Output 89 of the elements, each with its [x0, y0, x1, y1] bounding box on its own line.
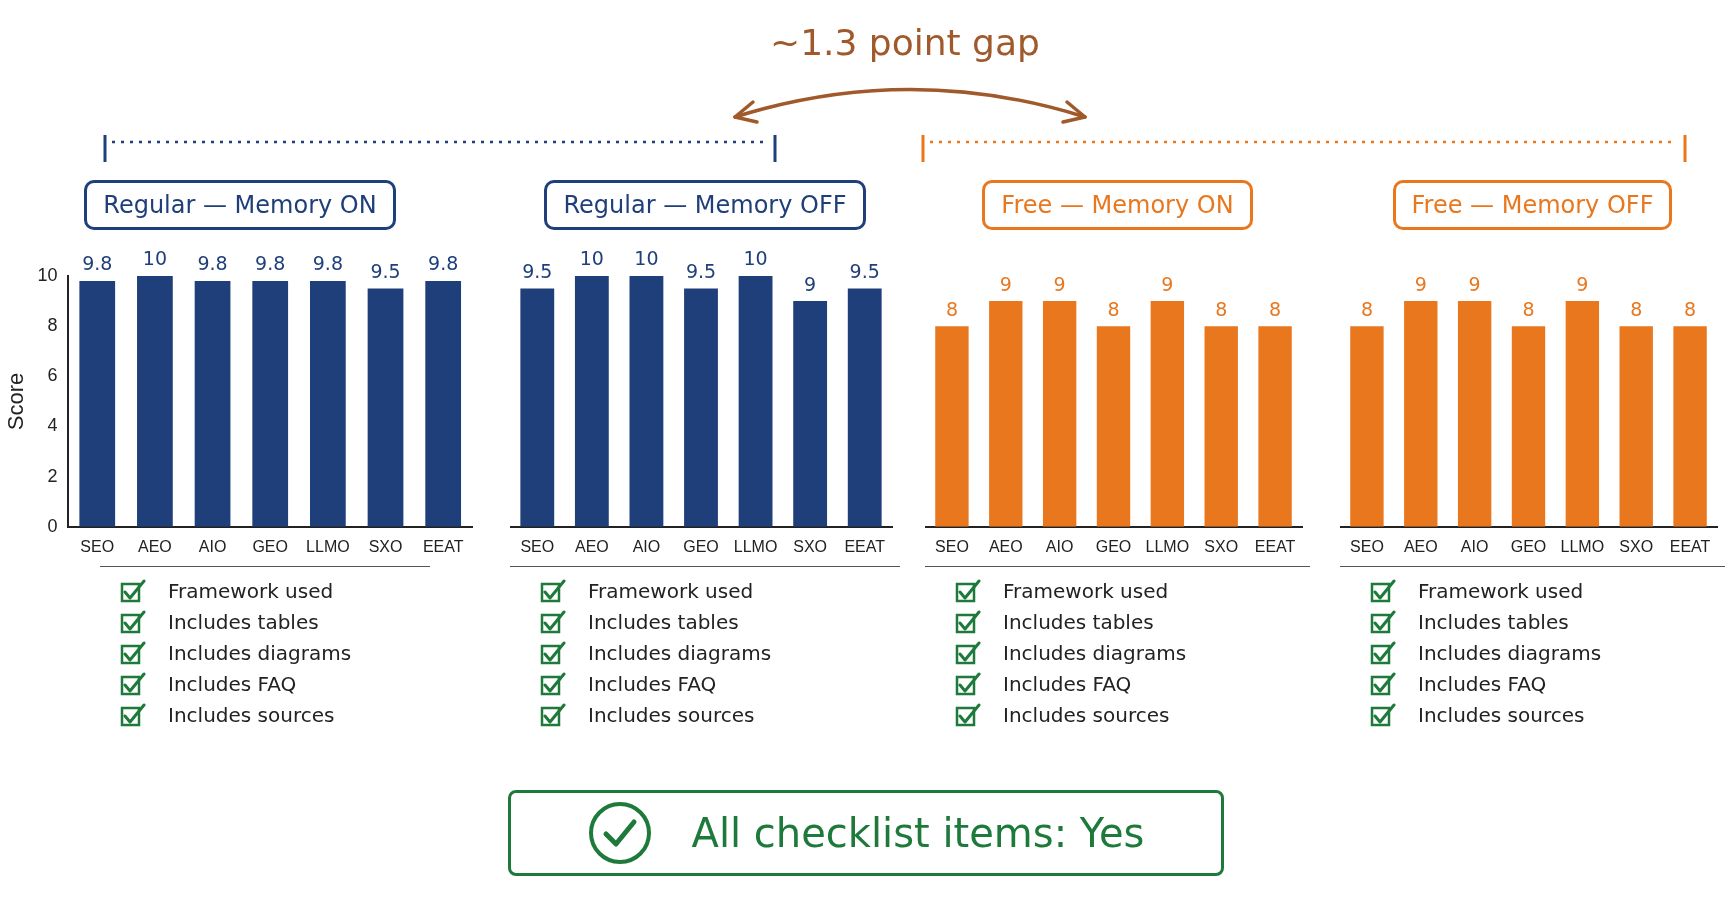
data-label: 8: [1522, 297, 1535, 320]
text: Includes tables: [1003, 609, 1154, 634]
data-label: 9: [999, 272, 1012, 295]
x-tick-label: SEO: [520, 537, 555, 555]
text: Includes tables: [168, 609, 319, 634]
x-tick-label: GEO: [1510, 537, 1547, 555]
data-label: 9.5: [685, 259, 717, 282]
data-label: 10: [743, 247, 768, 270]
data-label: 9.5: [370, 259, 401, 282]
data-label: 8: [1684, 297, 1697, 320]
data-label: 8: [1269, 297, 1282, 320]
x-tick-label: GEO: [252, 537, 288, 555]
x-tick-label: EEAT: [422, 537, 464, 555]
text: Includes FAQ: [1003, 671, 1132, 696]
text: Includes sources: [168, 702, 335, 727]
x-tick-label: AIO: [632, 537, 661, 555]
x-tick-label: LLMO: [733, 537, 778, 555]
x-tick-label: EEAT: [1254, 537, 1296, 555]
x-tick-label: SXO: [1204, 537, 1239, 555]
y-axis-title: Score: [3, 372, 29, 431]
data-label: 9: [1053, 272, 1066, 295]
data-label: 10: [142, 247, 167, 270]
data-label: 10: [579, 247, 604, 270]
data-label: 9.8: [255, 252, 286, 275]
data-label: 10: [634, 247, 659, 270]
data-label: 9: [1576, 272, 1589, 295]
x-tick-label: LLMO: [306, 537, 350, 555]
data-label: 8: [1360, 297, 1373, 320]
text: Includes sources: [588, 702, 755, 727]
x-tick-label: AEO: [574, 537, 609, 555]
y-tick-label: 0: [47, 515, 58, 536]
text: Includes sources: [1418, 702, 1585, 727]
text: All checklist items: Yes: [691, 810, 1145, 856]
y-tick-label: 6: [47, 365, 58, 386]
text: Includes tables: [1418, 609, 1569, 634]
chart-title: Regular — Memory ON: [84, 180, 396, 230]
data-label: 8: [945, 297, 958, 320]
data-label: 9.8: [197, 252, 228, 275]
text: Includes FAQ: [1418, 671, 1547, 696]
x-tick-label: AIO: [1045, 537, 1074, 555]
x-tick-label: GEO: [683, 537, 719, 555]
text: Includes diagrams: [1003, 640, 1187, 665]
data-label: 9.8: [428, 252, 459, 275]
data-label: 8: [1107, 297, 1120, 320]
text: Framework used: [1418, 578, 1584, 603]
x-tick-label: SEO: [935, 537, 969, 555]
x-tick-label: LLMO: [1560, 537, 1605, 555]
y-tick-label: 4: [47, 415, 58, 436]
x-tick-label: EEAT: [1669, 537, 1711, 555]
x-tick-label: LLMO: [1145, 537, 1190, 555]
data-label: 8: [1630, 297, 1643, 320]
x-tick-label: AEO: [988, 537, 1023, 555]
x-tick-label: AEO: [138, 537, 172, 555]
x-tick-label: SEO: [1350, 537, 1384, 555]
x-tick-label: AIO: [1460, 537, 1489, 555]
x-tick-label: SXO: [1619, 537, 1654, 555]
data-label: 9.5: [522, 259, 553, 282]
chart-title: Regular — Memory OFF: [544, 180, 866, 230]
data-label: 9: [1414, 272, 1427, 295]
text: Includes tables: [588, 609, 739, 634]
data-label: 9: [804, 272, 817, 295]
chart-title: Free — Memory OFF: [1392, 180, 1673, 230]
x-tick-label: SXO: [793, 537, 828, 555]
y-tick-label: 8: [47, 315, 58, 336]
text: Framework used: [168, 578, 334, 603]
y-tick-label: 2: [47, 465, 58, 486]
x-tick-label: GEO: [1095, 537, 1132, 555]
text: Includes sources: [1003, 702, 1170, 727]
x-tick-label: AIO: [198, 537, 227, 555]
x-tick-label: EEAT: [844, 537, 886, 555]
text: Includes diagrams: [168, 640, 352, 665]
data-label: 9.8: [82, 252, 113, 275]
text: Includes FAQ: [168, 671, 297, 696]
x-tick-label: AEO: [1403, 537, 1438, 555]
text: ~1.3 point gap: [770, 22, 1040, 63]
text: Includes diagrams: [588, 640, 772, 665]
text: Framework used: [1003, 578, 1169, 603]
text: Includes FAQ: [588, 671, 717, 696]
chart-title: Free — Memory ON: [982, 180, 1253, 230]
data-label: 9.5: [849, 259, 880, 282]
data-label: 9: [1468, 272, 1481, 295]
x-tick-label: SXO: [368, 537, 403, 555]
data-label: 8: [1215, 297, 1228, 320]
text: Includes diagrams: [1418, 640, 1602, 665]
text: Framework used: [588, 578, 754, 603]
data-label: 9.8: [312, 252, 343, 275]
data-label: 9: [1161, 272, 1174, 295]
x-tick-label: SEO: [80, 537, 115, 555]
y-tick-label: 10: [37, 264, 58, 285]
